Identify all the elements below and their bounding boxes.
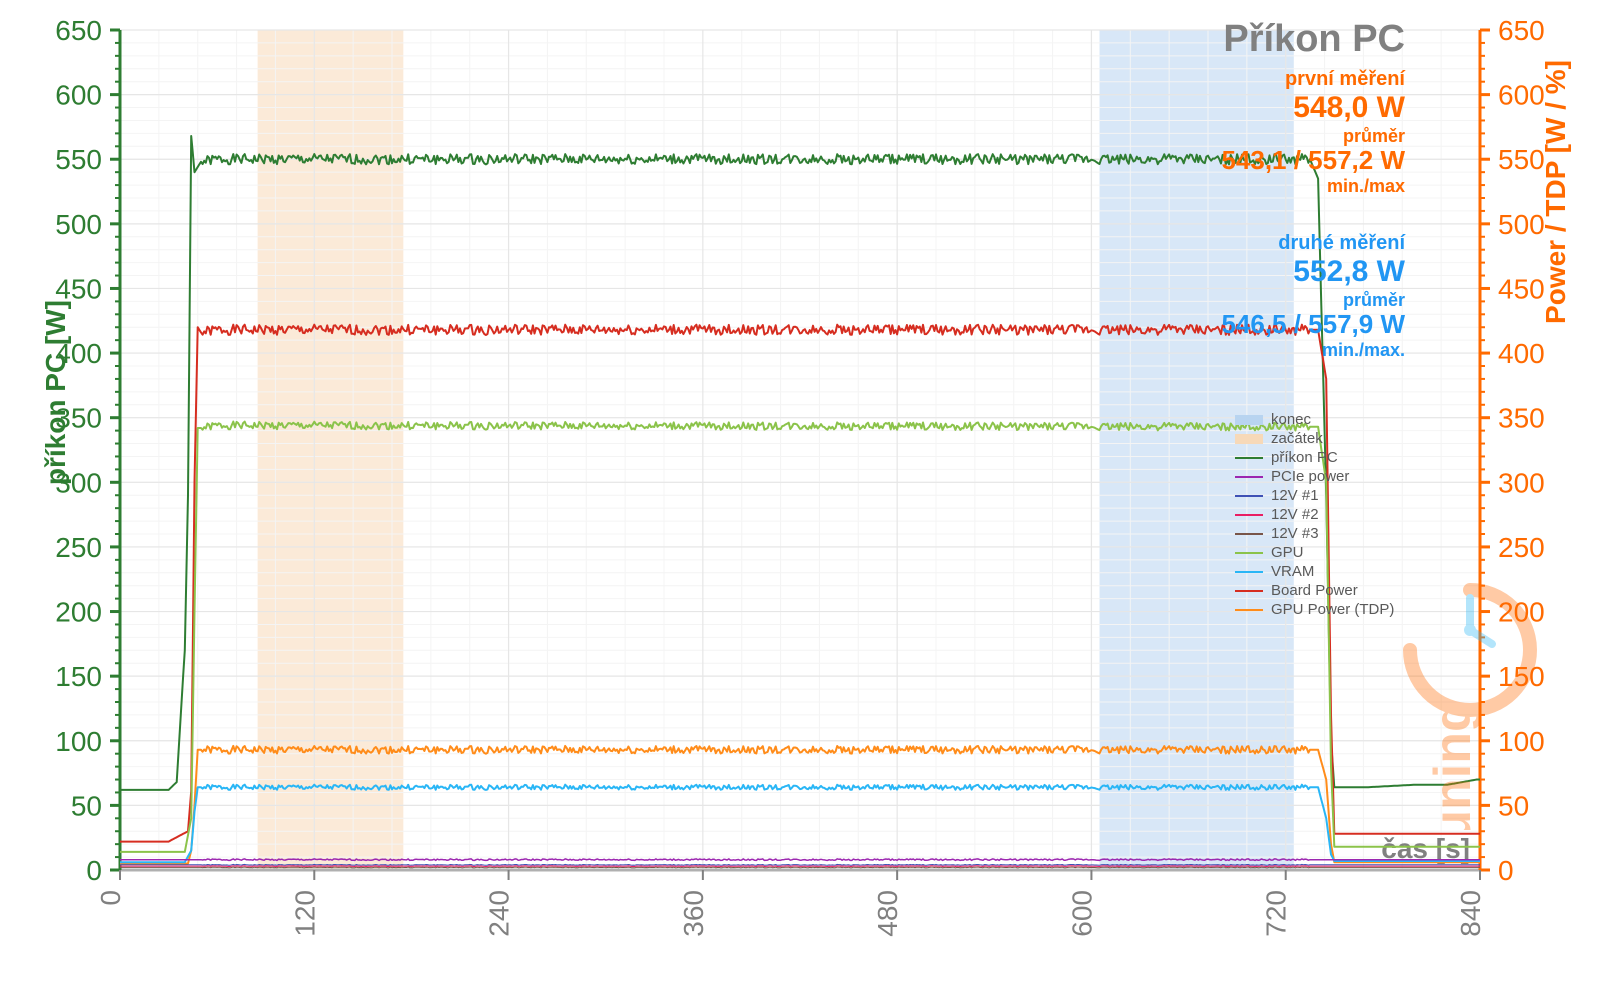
svg-text:150: 150 [1498, 661, 1545, 692]
svg-text:360: 360 [678, 890, 709, 937]
legend-label: GPU [1271, 544, 1304, 561]
legend-label: Board Power [1271, 582, 1358, 599]
svg-text:50: 50 [71, 790, 102, 821]
measurement-2: druhé měření 552,8 W průměr 546,5 / 557,… [1221, 232, 1405, 361]
svg-text:450: 450 [1498, 273, 1545, 304]
svg-text:840: 840 [1455, 890, 1486, 937]
legend-label: 12V #2 [1271, 506, 1319, 523]
m2-minmax-value: 546,5 / 557,9 W [1221, 310, 1405, 340]
svg-text:600: 600 [1066, 890, 1097, 937]
svg-text:500: 500 [1498, 209, 1545, 240]
legend-label: 12V #3 [1271, 525, 1319, 542]
legend-swatch [1235, 476, 1263, 478]
legend-label: PCIe power [1271, 468, 1349, 485]
legend-item: 12V #1 [1235, 486, 1394, 505]
legend-item: GPU [1235, 543, 1394, 562]
svg-text:550: 550 [1498, 144, 1545, 175]
legend-item: GPU Power (TDP) [1235, 600, 1394, 619]
legend-item: Board Power [1235, 581, 1394, 600]
svg-text:500: 500 [55, 209, 102, 240]
svg-text:0: 0 [86, 855, 102, 886]
m1-minmax-label: min./max [1221, 176, 1405, 197]
measurement-1: první měření 548,0 W průměr 543,1 / 557,… [1221, 68, 1405, 197]
m1-avg-value: 548,0 W [1221, 91, 1405, 126]
legend-swatch [1235, 609, 1263, 611]
legend-label: začátek [1271, 430, 1323, 447]
svg-text:příkon PC [W]: příkon PC [W] [40, 300, 71, 485]
legend-swatch [1235, 434, 1263, 444]
legend-item: 12V #2 [1235, 505, 1394, 524]
svg-text:100: 100 [55, 726, 102, 757]
svg-text:300: 300 [1498, 467, 1545, 498]
legend-label: 12V #1 [1271, 487, 1319, 504]
svg-text:50: 50 [1498, 790, 1529, 821]
legend-label: GPU Power (TDP) [1271, 601, 1394, 618]
legend-label: příkon PC [1271, 449, 1338, 466]
legend-item: 12V #3 [1235, 524, 1394, 543]
m2-label: druhé měření [1221, 232, 1405, 255]
svg-text:100: 100 [1498, 726, 1545, 757]
legend-swatch [1235, 533, 1263, 535]
svg-text:150: 150 [55, 661, 102, 692]
title-text: Příkon PC [1223, 18, 1405, 60]
svg-text:240: 240 [484, 890, 515, 937]
svg-text:600: 600 [55, 80, 102, 111]
legend-item: začátek [1235, 429, 1394, 448]
m1-minmax-value: 543,1 / 557,2 W [1221, 146, 1405, 176]
svg-text:650: 650 [55, 15, 102, 46]
svg-text:720: 720 [1261, 890, 1292, 937]
legend-swatch [1235, 495, 1263, 497]
svg-text:400: 400 [1498, 338, 1545, 369]
svg-text:600: 600 [1498, 80, 1545, 111]
m2-minmax-label: min./max. [1221, 340, 1405, 361]
m1-label: první měření [1221, 68, 1405, 91]
legend-swatch [1235, 571, 1263, 573]
legend-swatch [1235, 590, 1263, 592]
legend-item: PCIe power [1235, 467, 1394, 486]
chart-legend: konec začátek příkon PC PCIe power 12V #1 12V… [1235, 410, 1394, 619]
svg-text:480: 480 [872, 890, 903, 937]
legend-swatch [1235, 552, 1263, 554]
svg-text:120: 120 [289, 890, 320, 937]
legend-label: konec [1271, 411, 1311, 428]
svg-text:200: 200 [55, 597, 102, 628]
svg-text:0: 0 [95, 890, 126, 906]
m2-avg-value: 552,8 W [1221, 255, 1405, 290]
legend-swatch [1235, 457, 1263, 459]
svg-text:250: 250 [1498, 532, 1545, 563]
svg-text:0: 0 [1498, 855, 1514, 886]
svg-text:550: 550 [55, 144, 102, 175]
legend-swatch [1235, 415, 1263, 425]
svg-text:250: 250 [55, 532, 102, 563]
legend-swatch [1235, 514, 1263, 516]
legend-item: konec [1235, 410, 1394, 429]
svg-text:650: 650 [1498, 15, 1545, 46]
legend-item: VRAM [1235, 562, 1394, 581]
svg-text:Power / TDP [W / %]: Power / TDP [W / %] [1540, 60, 1571, 324]
svg-text:450: 450 [55, 273, 102, 304]
m2-avg-label: průměr [1221, 290, 1405, 311]
svg-text:200: 200 [1498, 597, 1545, 628]
legend-item: příkon PC [1235, 448, 1394, 467]
m1-avg-label: průměr [1221, 126, 1405, 147]
legend-label: VRAM [1271, 563, 1314, 580]
svg-text:350: 350 [1498, 403, 1545, 434]
chart-title: Příkon PC [1223, 18, 1405, 62]
